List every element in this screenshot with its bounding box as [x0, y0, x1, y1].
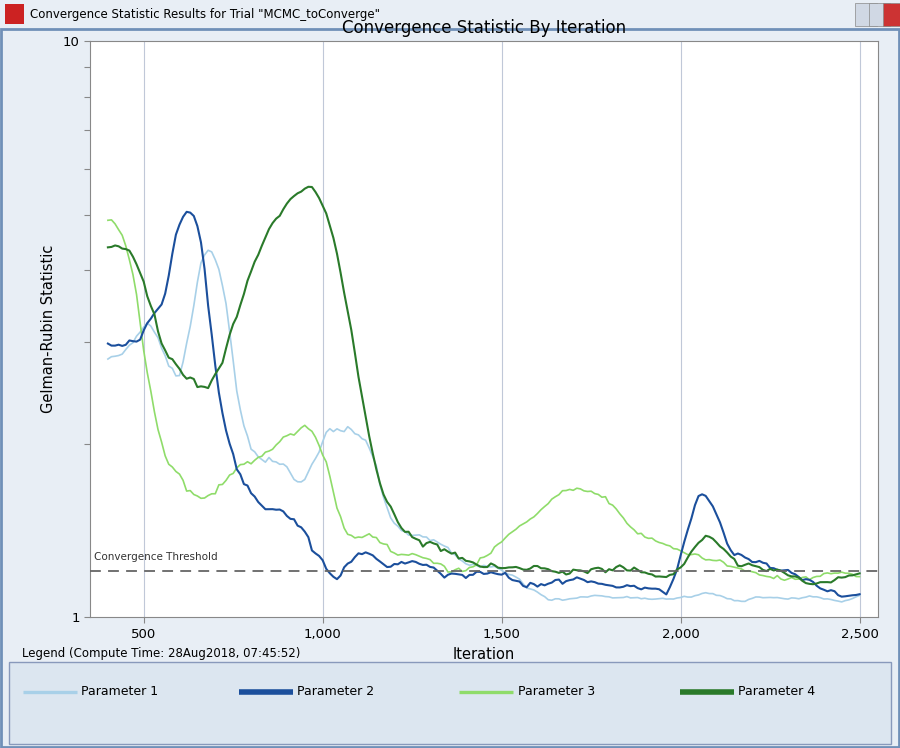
FancyBboxPatch shape	[868, 3, 890, 25]
Title: Convergence Statistic By Iteration: Convergence Statistic By Iteration	[342, 19, 626, 37]
Text: Parameter 4: Parameter 4	[738, 685, 815, 699]
Text: Convergence Statistic Results for Trial "MCMC_toConverge": Convergence Statistic Results for Trial …	[30, 7, 380, 21]
FancyBboxPatch shape	[9, 662, 891, 744]
FancyBboxPatch shape	[855, 3, 877, 25]
Text: Parameter 1: Parameter 1	[81, 685, 158, 699]
Text: Parameter 2: Parameter 2	[297, 685, 374, 699]
Y-axis label: Gelman-Rubin Statistic: Gelman-Rubin Statistic	[40, 245, 56, 414]
X-axis label: Iteration: Iteration	[453, 648, 515, 663]
FancyBboxPatch shape	[883, 3, 900, 25]
Text: Legend (Compute Time: 28Aug2018, 07:45:52): Legend (Compute Time: 28Aug2018, 07:45:5…	[22, 647, 301, 660]
Text: Parameter 3: Parameter 3	[518, 685, 595, 699]
FancyBboxPatch shape	[4, 4, 24, 24]
Text: Convergence Threshold: Convergence Threshold	[94, 552, 217, 562]
